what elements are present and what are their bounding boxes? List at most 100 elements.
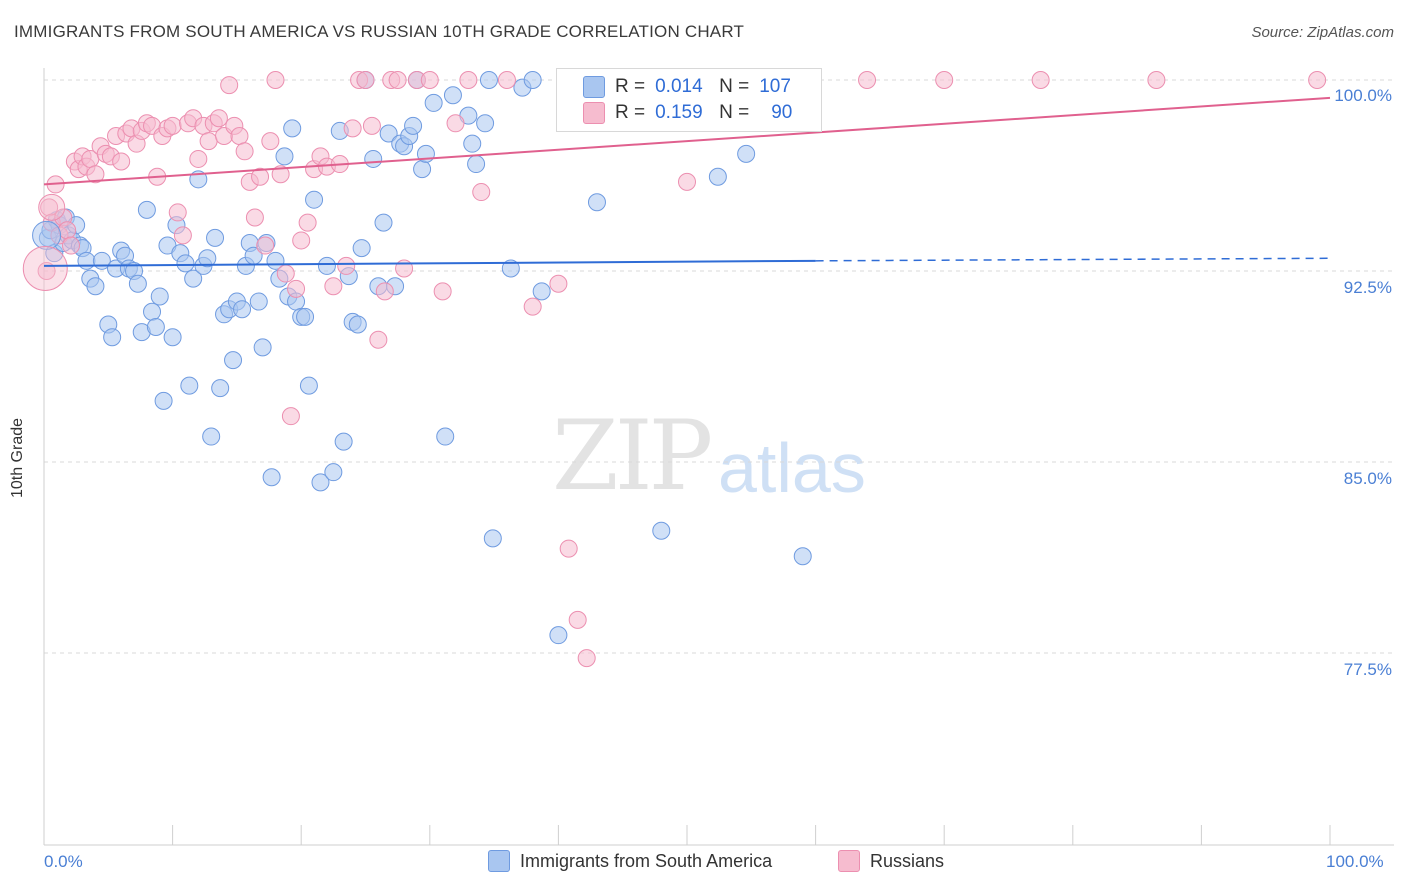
data-point-russians	[256, 236, 275, 255]
data-point-russians	[281, 407, 300, 426]
data-point-south-america	[467, 155, 486, 174]
data-point-russians	[356, 71, 375, 89]
legend-row-russians: R = 0.159 N = 90	[583, 100, 792, 126]
data-point-south-america	[334, 432, 353, 451]
legend-n-value: 107	[759, 76, 791, 97]
data-point-russians	[86, 165, 105, 184]
data-point-south-america	[262, 468, 281, 487]
data-point-russians	[58, 221, 77, 240]
chart-title: IMMIGRANTS FROM SOUTH AMERICA VS RUSSIAN…	[14, 22, 745, 41]
data-point-russians	[230, 127, 249, 146]
data-point-south-america	[374, 213, 393, 232]
data-point-south-america	[233, 300, 252, 319]
y-axis-label: 10th Grade	[9, 417, 26, 499]
legend-n-value: 90	[771, 102, 793, 123]
data-point-russians	[549, 274, 568, 293]
data-point-south-america	[652, 521, 671, 540]
legend-swatch-pink	[583, 102, 605, 124]
y-tick-label: 85.0%	[1343, 469, 1392, 488]
data-point-south-america	[275, 147, 294, 166]
x-tick-label-min: 0.0%	[44, 852, 83, 871]
data-point-russians	[420, 71, 439, 89]
bottom-legend-swatch-pink	[838, 850, 860, 872]
data-point-south-america	[413, 160, 432, 179]
data-point-south-america	[211, 379, 230, 398]
data-point-south-america	[436, 427, 455, 446]
data-point-russians	[568, 610, 587, 629]
data-point-south-america	[128, 274, 147, 293]
data-point-south-america	[463, 134, 482, 153]
data-point-russians	[324, 277, 343, 296]
data-point-russians	[935, 71, 954, 89]
data-point-south-america	[404, 116, 423, 135]
data-point-south-america	[311, 473, 330, 492]
data-point-russians	[22, 245, 68, 291]
data-point-russians	[388, 71, 407, 89]
data-point-south-america	[483, 529, 502, 548]
data-point-south-america	[146, 318, 165, 337]
trend-line-extension-south-america	[815, 257, 1331, 262]
legend-n-label: N =	[719, 102, 750, 123]
data-point-south-america	[32, 220, 62, 250]
data-point-south-america	[249, 292, 268, 311]
data-point-south-america	[163, 328, 182, 347]
data-point-south-america	[523, 71, 542, 89]
data-point-south-america	[532, 282, 551, 301]
data-point-russians	[523, 297, 542, 316]
data-point-russians	[287, 279, 306, 298]
data-point-south-america	[379, 124, 398, 143]
data-point-south-america	[283, 119, 302, 138]
legend-r-value: 0.159	[655, 102, 703, 123]
trend-line-russians	[43, 96, 1331, 186]
data-point-russians	[1308, 71, 1327, 89]
data-point-south-america	[137, 200, 156, 219]
data-point-russians	[38, 193, 66, 221]
data-point-russians	[62, 236, 81, 255]
data-point-russians	[112, 152, 131, 171]
data-point-russians	[209, 109, 228, 128]
data-point-russians	[1147, 71, 1166, 89]
data-point-russians	[446, 114, 465, 133]
bottom-legend-label: Russians	[870, 850, 945, 871]
data-point-russians	[163, 116, 182, 135]
data-point-south-america	[154, 391, 173, 410]
data-point-russians	[189, 149, 208, 168]
data-point-russians	[433, 282, 452, 301]
data-point-south-america	[184, 269, 203, 288]
legend-n-label: N =	[719, 76, 750, 97]
data-point-russians	[173, 226, 192, 245]
data-point-russians	[298, 213, 317, 232]
data-point-russians	[559, 539, 578, 558]
data-point-south-america	[143, 302, 162, 321]
data-point-south-america	[202, 427, 221, 446]
data-point-south-america	[501, 259, 520, 278]
data-point-south-america	[708, 167, 727, 186]
data-point-south-america	[150, 287, 169, 306]
bottom-legend-south-america: Immigrants from South America	[488, 850, 772, 872]
data-point-russians	[1031, 71, 1050, 89]
data-point-russians	[220, 76, 239, 95]
data-point-south-america	[253, 338, 272, 357]
data-point-russians	[375, 282, 394, 301]
data-point-south-america	[176, 254, 195, 273]
data-point-south-america	[180, 376, 199, 395]
watermark-zip: ZIP	[552, 400, 713, 512]
y-tick-label: 100.0%	[1334, 86, 1392, 105]
data-point-south-america	[224, 351, 243, 370]
data-point-russians	[251, 167, 270, 186]
watermark-atlas: atlas	[718, 429, 866, 507]
y-tick-label: 77.5%	[1343, 660, 1392, 679]
y-tick-label: 92.5%	[1343, 278, 1392, 297]
data-point-russians	[497, 71, 516, 89]
data-point-south-america	[424, 93, 443, 112]
data-point-south-america	[198, 249, 217, 268]
legend-r-label: R =	[615, 76, 646, 97]
data-point-south-america	[299, 376, 318, 395]
data-point-russians	[271, 165, 290, 184]
data-point-south-america	[103, 328, 122, 347]
data-point-russians	[199, 132, 218, 151]
data-point-south-america	[737, 144, 756, 163]
bottom-legend-swatch-blue	[488, 850, 510, 872]
data-point-russians	[678, 172, 696, 191]
